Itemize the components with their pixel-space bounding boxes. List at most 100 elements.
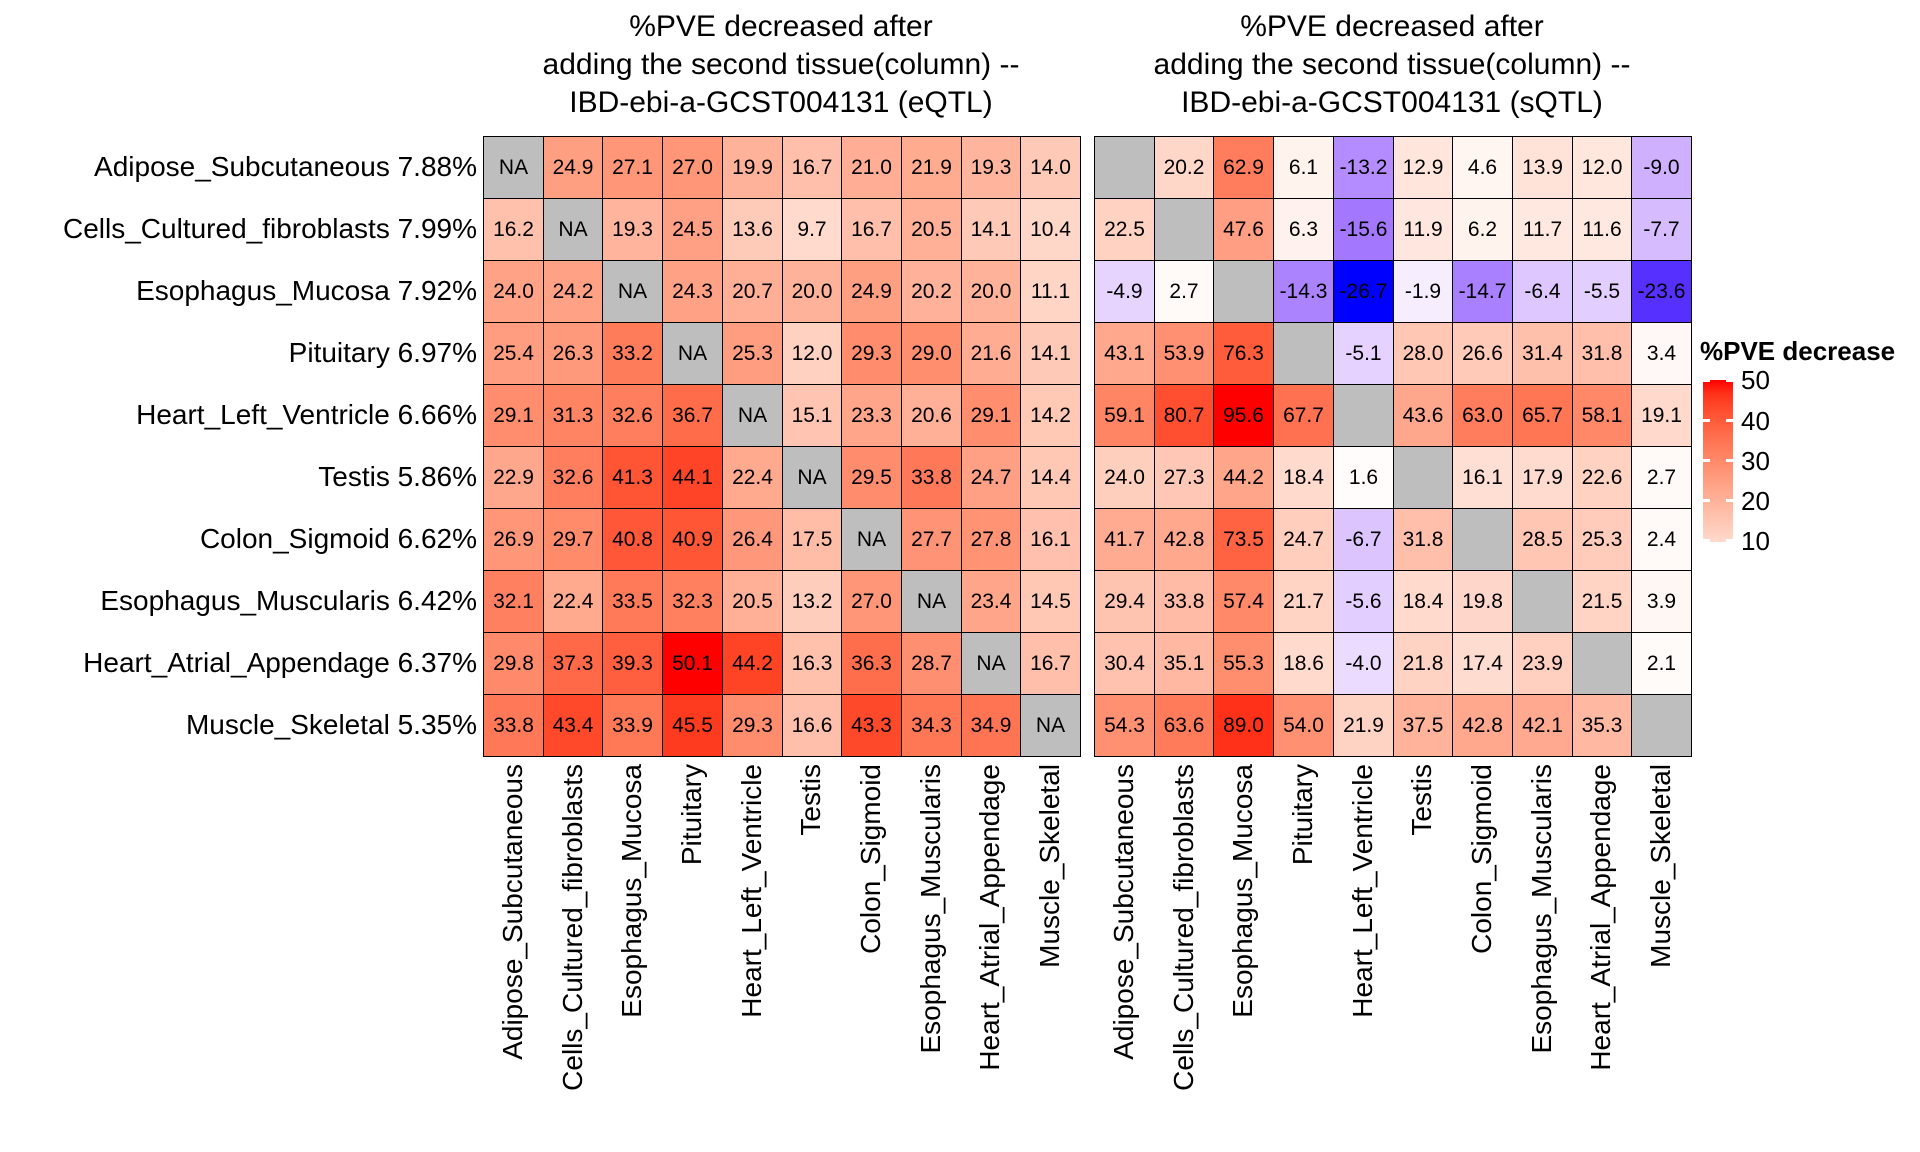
heatmap-cell: 28.0	[1393, 322, 1453, 385]
heatmap-cell: 23.3	[841, 384, 902, 447]
heatmap-cell	[1512, 570, 1573, 633]
heatmap-cell: 19.8	[1452, 570, 1513, 633]
heatmap-cell: 43.4	[543, 694, 603, 757]
heatmap-cell: 28.5	[1512, 508, 1573, 571]
heatmap-cell: 27.7	[901, 508, 962, 571]
heatmap-cell: 29.1	[483, 384, 544, 447]
heatmap-cell: -5.1	[1333, 322, 1394, 385]
heatmap-cell: 47.6	[1213, 198, 1274, 261]
heatmap-cell: 16.3	[782, 632, 842, 695]
heatmap-cell: 63.6	[1154, 694, 1214, 757]
column-label: Esophagus_Muscularis	[1525, 764, 1557, 1054]
heatmap-cell: 15.1	[782, 384, 842, 447]
heatmap-cell: 33.8	[901, 446, 962, 509]
row-label: Testis 5.86%	[318, 461, 477, 492]
heatmap-cell: 16.7	[1020, 632, 1081, 695]
legend-title: %PVE decrease	[1700, 336, 1896, 366]
row-label: Colon_Sigmoid 6.62%	[199, 523, 477, 554]
heatmap-cell: 21.7	[1273, 570, 1334, 633]
heatmap-cell: 12.0	[1572, 136, 1632, 199]
heatmap-cell: 31.8	[1393, 508, 1453, 571]
heatmap-cell: 39.3	[602, 632, 663, 695]
heatmap-cell: -5.6	[1333, 570, 1394, 633]
heatmap-cell	[1572, 632, 1632, 695]
heatmap-cell: 43.3	[841, 694, 902, 757]
heatmap-cell: NA	[782, 446, 842, 509]
heatmap-cell	[1273, 322, 1334, 385]
legend-tick-label: 40	[1741, 405, 1770, 436]
heatmap-cell: 62.9	[1213, 136, 1274, 199]
column-label: Pituitary	[675, 764, 707, 866]
panel-title-sqtl: %PVE decreased after adding the second t…	[1042, 8, 1742, 122]
heatmap-cell: 21.8	[1393, 632, 1453, 695]
row-label: Adipose_Subcutaneous 7.88%	[94, 151, 477, 182]
heatmap-cell: 31.8	[1572, 322, 1632, 385]
heatmap-cell: 19.1	[1631, 384, 1692, 447]
heatmap-cell: 22.4	[543, 570, 603, 633]
panel-title-sqtl-line2: adding the second tissue(column) --	[1153, 48, 1631, 81]
heatmap-cell	[1094, 136, 1155, 199]
heatmap-cell	[1333, 384, 1394, 447]
heatmap-cell: 14.1	[961, 198, 1021, 261]
heatmap-cell: 14.5	[1020, 570, 1081, 633]
heatmap-cell: 1.6	[1333, 446, 1394, 509]
heatmap-cell: 57.4	[1213, 570, 1274, 633]
row-label: Pituitary 6.97%	[288, 337, 477, 368]
column-label: Heart_Atrial_Appendage	[974, 764, 1006, 1071]
heatmap-cell: 65.7	[1512, 384, 1573, 447]
heatmap-cell: 32.6	[543, 446, 603, 509]
heatmap-cell: -6.7	[1333, 508, 1394, 571]
heatmap-cell: 37.3	[543, 632, 603, 695]
legend-tick-label: 20	[1741, 485, 1770, 516]
column-label: Cells_Cultured_fibroblasts	[556, 764, 588, 1091]
heatmap-cell: 32.1	[483, 570, 544, 633]
heatmap-cell: 29.3	[841, 322, 902, 385]
column-label: Heart_Left_Ventricle	[1346, 764, 1378, 1018]
heatmap-cell: 67.7	[1273, 384, 1334, 447]
heatmap-cell: 11.7	[1512, 198, 1573, 261]
heatmap-cell: 20.6	[901, 384, 962, 447]
heatmap-cell: 29.1	[961, 384, 1021, 447]
heatmap-cell: 31.3	[543, 384, 603, 447]
heatmap-cell: -26.7	[1333, 260, 1394, 323]
heatmap-cell: -15.6	[1333, 198, 1394, 261]
heatmap-cell: -6.4	[1512, 260, 1573, 323]
heatmap-cell: 11.6	[1572, 198, 1632, 261]
heatmap-cell: 33.8	[1154, 570, 1214, 633]
heatmap-cell: 44.2	[1213, 446, 1274, 509]
heatmap-cell: 4.6	[1452, 136, 1513, 199]
legend-tick-label: 10	[1741, 525, 1770, 556]
heatmap-cell: 41.7	[1094, 508, 1155, 571]
heatmap-cell: 27.1	[602, 136, 663, 199]
heatmap-cell: NA	[483, 136, 544, 199]
legend-tick-mark	[1703, 378, 1710, 382]
heatmap-cell: 31.4	[1512, 322, 1573, 385]
heatmap-cell: -1.9	[1393, 260, 1453, 323]
panel-title-eqtl-line3: IBD-ebi-a-GCST004131 (eQTL)	[569, 86, 993, 119]
column-label: Esophagus_Mucosa	[1227, 764, 1259, 1018]
heatmap-cell: 20.5	[901, 198, 962, 261]
heatmap-cell: 17.4	[1452, 632, 1513, 695]
column-label: Muscle_Skeletal	[1034, 764, 1066, 968]
heatmap-cell: 14.2	[1020, 384, 1081, 447]
heatmap-cell: 14.1	[1020, 322, 1081, 385]
heatmap-cell: NA	[1020, 694, 1081, 757]
legend-tick-label: 30	[1741, 445, 1770, 476]
legend-tick-mark	[1703, 499, 1710, 503]
heatmap-cell: -23.6	[1631, 260, 1692, 323]
legend-tick-mark	[1726, 499, 1733, 503]
heatmap-cell: 35.1	[1154, 632, 1214, 695]
heatmap-cell	[1452, 508, 1513, 571]
heatmap-cell: 58.1	[1572, 384, 1632, 447]
heatmap-cell: 30.4	[1094, 632, 1155, 695]
heatmap-cell: 35.3	[1572, 694, 1632, 757]
heatmap-cell: 89.0	[1213, 694, 1274, 757]
heatmap-cell: 17.5	[782, 508, 842, 571]
legend-tick-mark	[1726, 539, 1733, 543]
heatmap-cell: 80.7	[1154, 384, 1214, 447]
heatmap-cell: 21.0	[841, 136, 902, 199]
heatmap-cell: 34.3	[901, 694, 962, 757]
heatmap-cell: 36.7	[662, 384, 723, 447]
heatmap-cell: 29.7	[543, 508, 603, 571]
heatmap-cell: 16.1	[1452, 446, 1513, 509]
